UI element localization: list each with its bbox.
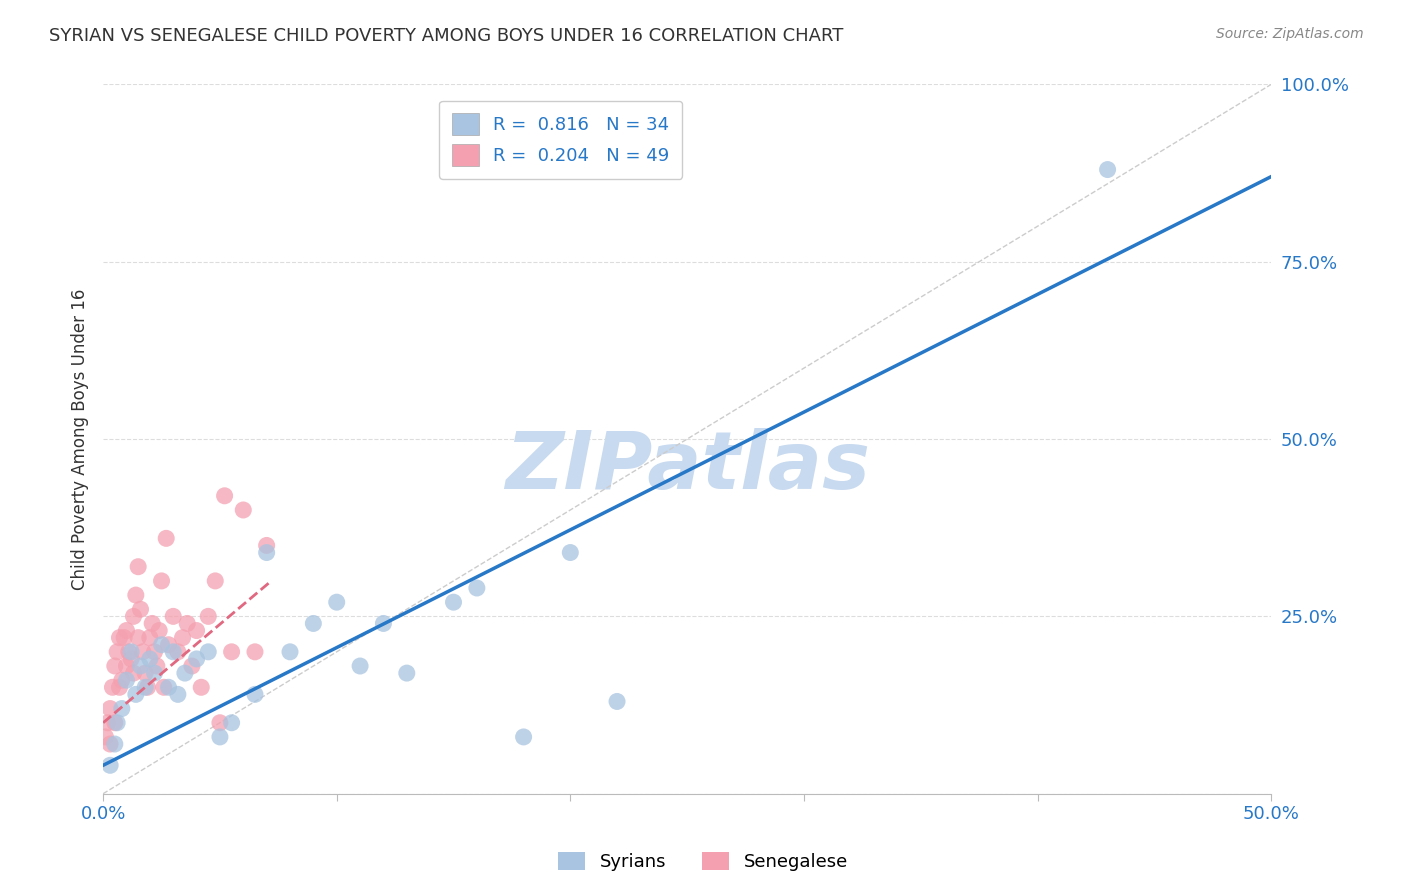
Point	[132, 645, 155, 659]
Point	[256, 538, 278, 552]
Point	[141, 616, 163, 631]
Point	[186, 652, 208, 666]
Point	[157, 638, 180, 652]
Point	[221, 645, 243, 659]
Point	[197, 645, 219, 659]
Point	[150, 638, 173, 652]
Point	[97, 715, 120, 730]
Point	[115, 659, 138, 673]
Point	[122, 666, 145, 681]
Point	[243, 645, 266, 659]
Point	[180, 659, 202, 673]
Point	[148, 624, 170, 638]
Point	[465, 581, 488, 595]
Point	[98, 758, 121, 772]
Point	[101, 681, 124, 695]
Point	[111, 701, 134, 715]
Point	[134, 666, 156, 681]
Point	[1097, 162, 1119, 177]
Point	[560, 545, 582, 559]
Point	[127, 559, 149, 574]
Point	[190, 681, 212, 695]
Point	[162, 645, 184, 659]
Point	[325, 595, 347, 609]
Point	[150, 574, 173, 588]
Point	[167, 645, 190, 659]
Point	[221, 715, 243, 730]
Point	[134, 681, 156, 695]
Point	[172, 631, 194, 645]
Point	[157, 681, 180, 695]
Point	[232, 503, 254, 517]
Point	[127, 631, 149, 645]
Legend: Syrians, Senegalese: Syrians, Senegalese	[551, 845, 855, 879]
Point	[105, 715, 128, 730]
Point	[302, 616, 325, 631]
Point	[104, 659, 127, 673]
Point	[606, 694, 628, 708]
Point	[122, 609, 145, 624]
Point	[256, 545, 278, 559]
Point	[214, 489, 236, 503]
Point	[139, 652, 162, 666]
Point	[105, 645, 128, 659]
Point	[104, 715, 127, 730]
Point	[176, 616, 198, 631]
Point	[208, 730, 231, 744]
Y-axis label: Child Poverty Among Boys Under 16: Child Poverty Among Boys Under 16	[72, 288, 89, 590]
Point	[349, 659, 371, 673]
Point	[197, 609, 219, 624]
Point	[167, 687, 190, 701]
Point	[204, 574, 226, 588]
Point	[129, 602, 152, 616]
Point	[173, 666, 195, 681]
Point	[143, 645, 166, 659]
Text: SYRIAN VS SENEGALESE CHILD POVERTY AMONG BOYS UNDER 16 CORRELATION CHART: SYRIAN VS SENEGALESE CHILD POVERTY AMONG…	[49, 27, 844, 45]
Point	[243, 687, 266, 701]
Point	[162, 609, 184, 624]
Point	[125, 687, 148, 701]
Point	[120, 652, 142, 666]
Point	[136, 681, 159, 695]
Point	[120, 645, 142, 659]
Point	[153, 681, 176, 695]
Point	[512, 730, 534, 744]
Point	[104, 737, 127, 751]
Point	[278, 645, 301, 659]
Point	[208, 715, 231, 730]
Text: ZIPatlas: ZIPatlas	[505, 428, 870, 507]
Point	[118, 645, 141, 659]
Point	[111, 673, 134, 688]
Point	[98, 701, 121, 715]
Legend: R =  0.816   N = 34, R =  0.204   N = 49: R = 0.816 N = 34, R = 0.204 N = 49	[439, 101, 682, 179]
Point	[186, 624, 208, 638]
Point	[395, 666, 418, 681]
Point	[108, 631, 131, 645]
Point	[139, 631, 162, 645]
Point	[155, 532, 177, 546]
Point	[98, 737, 121, 751]
Point	[373, 616, 395, 631]
Text: Source: ZipAtlas.com: Source: ZipAtlas.com	[1216, 27, 1364, 41]
Point	[94, 730, 117, 744]
Point	[115, 624, 138, 638]
Point	[125, 588, 148, 602]
Point	[129, 659, 152, 673]
Point	[146, 659, 169, 673]
Point	[443, 595, 465, 609]
Point	[143, 666, 166, 681]
Point	[108, 681, 131, 695]
Point	[112, 631, 135, 645]
Point	[115, 673, 138, 688]
